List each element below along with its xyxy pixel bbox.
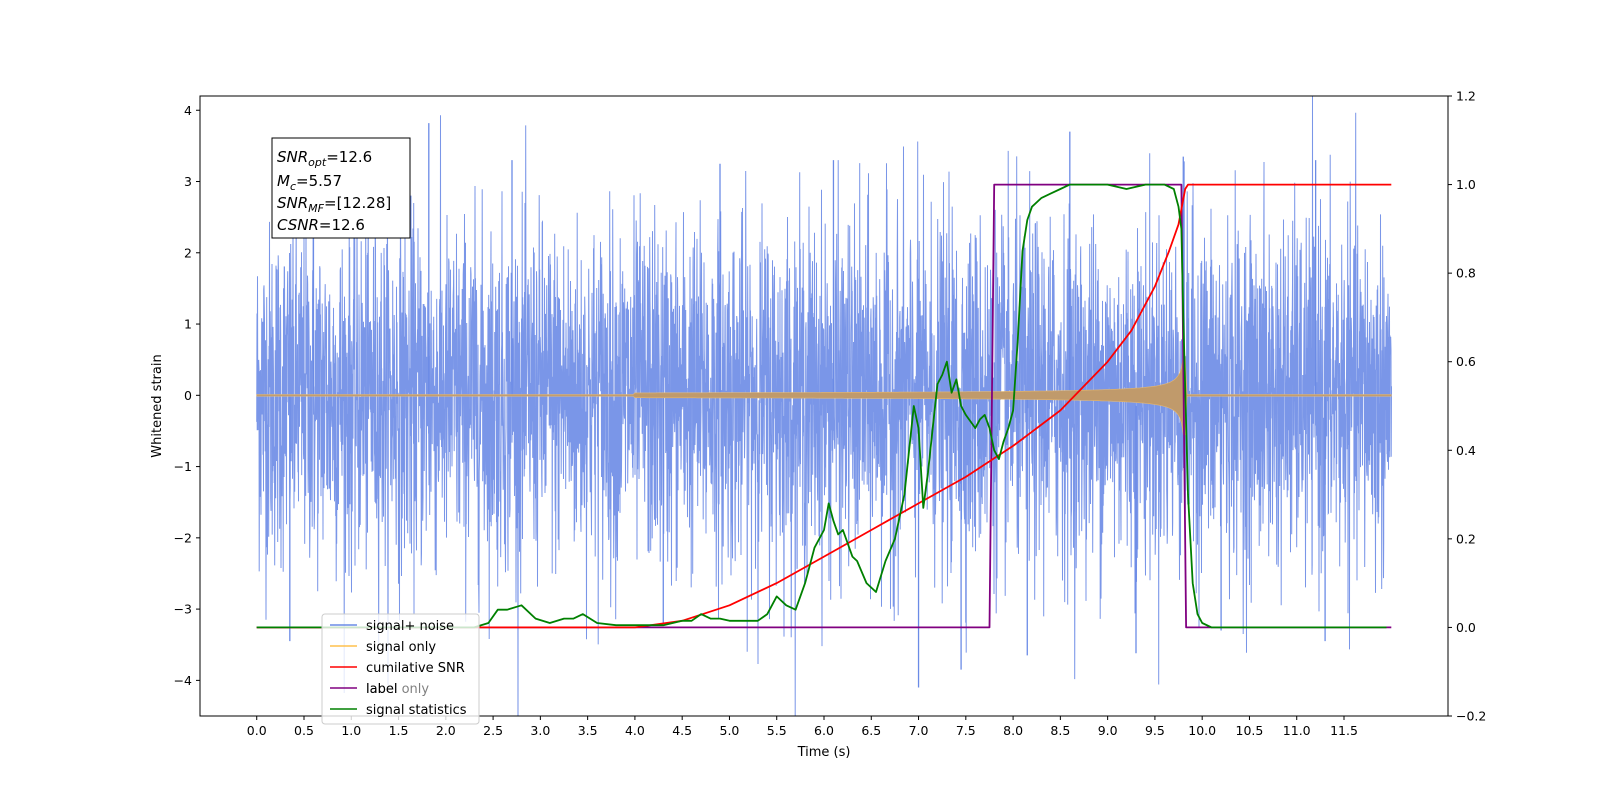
- x-axis-label: Time (s): [797, 745, 851, 760]
- y-tick-label: 4: [184, 103, 192, 118]
- x-tick-label: 2.0: [436, 723, 456, 738]
- stats-box: SNRopt=12.6 Mc=5.57 SNRMF=[12.28] CSNR=1…: [271, 137, 411, 239]
- legend-label-signal-statistics: signal statistics: [366, 703, 467, 718]
- legend-label-label-only: label only: [366, 682, 429, 697]
- stat-snr-mf: SNRMF=[12.28]: [277, 194, 391, 215]
- x-tick-label: 8.5: [1050, 723, 1070, 738]
- y-tick-label: −1: [174, 459, 192, 474]
- x-tick-label: 0.5: [294, 723, 314, 738]
- x-tick-label: 5.0: [720, 723, 740, 738]
- stat-snr-opt: SNRopt=12.6: [277, 148, 372, 169]
- y-tick-label: −4: [174, 673, 192, 688]
- x-tick-label: 6.5: [861, 723, 881, 738]
- line-signal-statistics: [256, 183, 1387, 629]
- y-axis-right: 1.2 1.0 0.8 0.6 0.4 0.2 0.0 −0.2: [1448, 89, 1486, 724]
- y-axis-left: 4 3 2 1 0 −1 −2 −3 −4: [174, 103, 200, 688]
- x-tick-label: 4.0: [625, 723, 645, 738]
- legend-label-label: label: [366, 682, 397, 697]
- y-tick-label: −2: [174, 530, 192, 545]
- x-tick-label: 0.0: [247, 723, 267, 738]
- y-axis-label: Whitened strain: [150, 354, 165, 457]
- chirp-envelope: [256, 355, 1392, 436]
- y2-tick-label: 0.6: [1456, 354, 1476, 369]
- y2-tick-label: 1.2: [1456, 89, 1476, 104]
- x-tick-label: 8.0: [1003, 723, 1023, 738]
- x-tick-label: 10.0: [1188, 723, 1216, 738]
- noise-trace: [256, 96, 1392, 716]
- x-tick-label: 3.5: [578, 723, 598, 738]
- stat-csnr: CSNR=12.6: [277, 216, 365, 234]
- y-tick-label: −3: [174, 602, 192, 617]
- x-tick-label: 10.5: [1236, 723, 1264, 738]
- y-tick-label: 0: [184, 388, 192, 403]
- x-tick-label: 9.0: [1098, 723, 1118, 738]
- x-tick-label: 7.0: [909, 723, 929, 738]
- x-tick-label: 1.5: [389, 723, 409, 738]
- x-tick-label: 5.5: [767, 723, 787, 738]
- series-lines: [256, 183, 1392, 629]
- x-tick-label: 6.0: [814, 723, 834, 738]
- legend: signal+ noise signal only cumilative SNR…: [321, 613, 480, 725]
- legend-label-signal-plus-noise: signal+ noise: [366, 619, 454, 634]
- x-tick-label: 9.5: [1145, 723, 1165, 738]
- legend-frame: [321, 613, 480, 725]
- series-signal-only: [256, 355, 1392, 436]
- x-tick-label: 4.5: [672, 723, 692, 738]
- plot-area: [256, 96, 1392, 716]
- y-tick-label: 1: [184, 317, 192, 332]
- y2-tick-label: 0.4: [1456, 443, 1476, 458]
- x-tick-label: 1.0: [341, 723, 361, 738]
- stat-mc: Mc=5.57: [277, 172, 342, 193]
- series-signal-plus-noise: [256, 96, 1392, 716]
- x-tick-label: 3.0: [530, 723, 550, 738]
- x-axis: 0.0 0.5 1.0 1.5 2.0 2.5 3.0 3.5 4.0 4.5 5.0 5.5 6.0 6…: [247, 716, 1358, 738]
- stats-box-frame: [271, 137, 411, 239]
- y2-tick-label: 0.0: [1456, 620, 1476, 635]
- y2-tick-label: −0.2: [1456, 709, 1486, 724]
- y-tick-label: 3: [184, 174, 192, 189]
- y-tick-label: 2: [184, 245, 192, 260]
- x-tick-label: 11.0: [1283, 723, 1311, 738]
- x-tick-label: 7.5: [956, 723, 976, 738]
- x-tick-label: 2.5: [483, 723, 503, 738]
- legend-label-signal-only: signal only: [366, 640, 436, 655]
- y2-tick-label: 0.8: [1456, 266, 1476, 281]
- y2-tick-label: 1.0: [1456, 177, 1476, 192]
- y2-tick-label: 0.2: [1456, 531, 1476, 546]
- legend-label-cumulative-snr: cumilative SNR: [366, 661, 465, 676]
- x-tick-label: 11.5: [1330, 723, 1358, 738]
- line-cumilative-snr: [256, 183, 1392, 629]
